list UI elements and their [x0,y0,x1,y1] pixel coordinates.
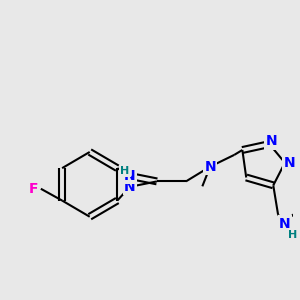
Text: F: F [28,182,38,196]
Text: N: N [124,180,136,194]
Text: N: N [284,156,296,170]
Text: N: N [124,169,136,183]
Text: H: H [288,230,297,240]
Text: H: H [120,166,130,176]
Text: N: N [266,134,277,148]
Text: N: N [279,217,291,231]
Text: N: N [204,160,216,174]
